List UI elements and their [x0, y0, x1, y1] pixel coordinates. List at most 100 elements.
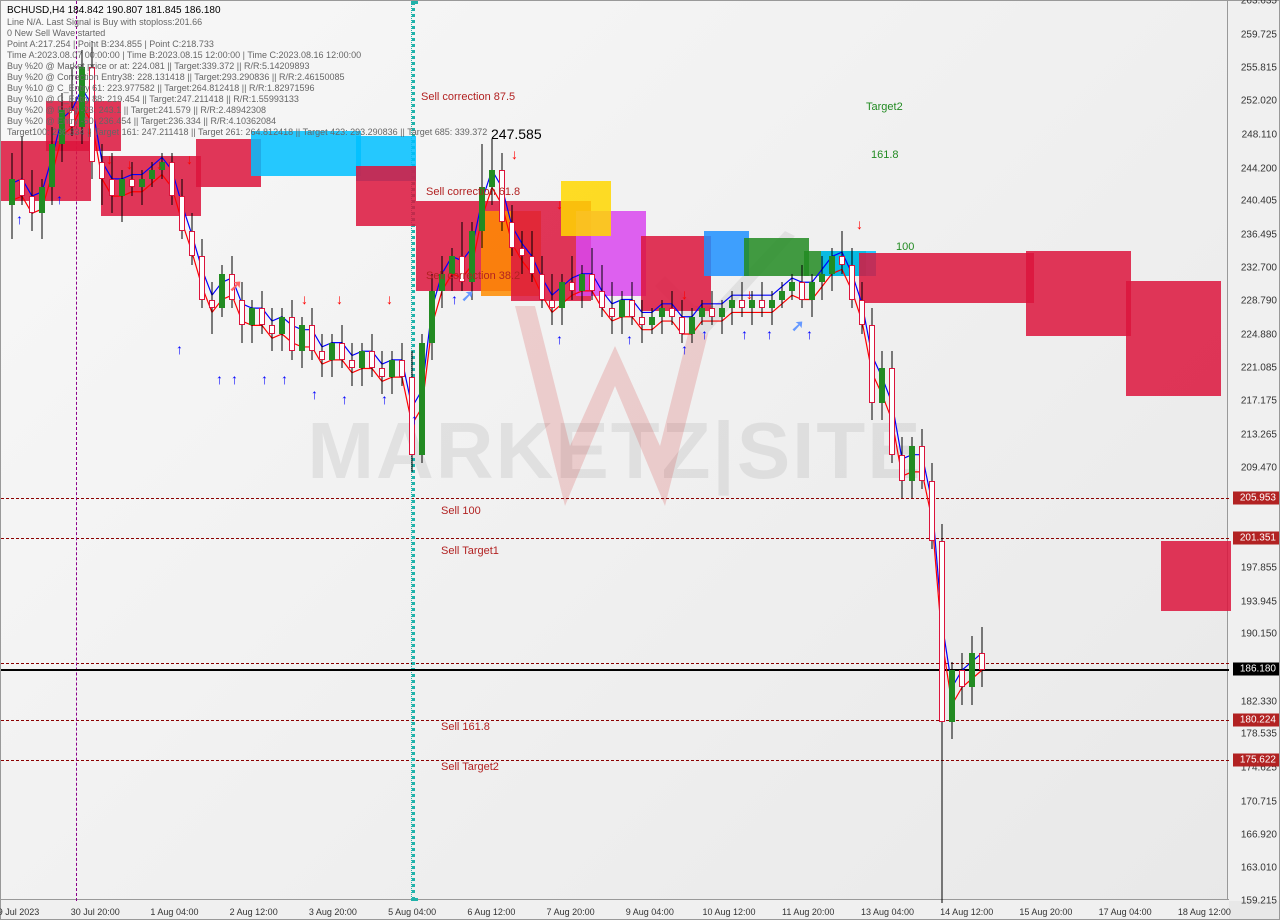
- annotation-label: Sell correction 38.2: [426, 270, 520, 282]
- buy-arrow-icon: ↑: [341, 391, 348, 407]
- buy-arrow-icon: ↑: [176, 341, 183, 357]
- header-info-line: Buy %20 @ Correction Entry38: 228.131418…: [7, 72, 345, 82]
- candle: [969, 636, 975, 705]
- candle: [299, 317, 305, 369]
- candle: [19, 136, 25, 205]
- candle: [699, 300, 705, 326]
- sell-arrow-icon: ↓: [126, 156, 133, 172]
- time-tick: 5 Aug 04:00: [388, 907, 436, 917]
- buy-arrow-icon: ↑: [381, 391, 388, 407]
- candle: [799, 265, 805, 308]
- price-tick: 213.265: [1241, 430, 1277, 441]
- price-tick: 221.085: [1241, 362, 1277, 373]
- buy-arrow-icon: ↑: [681, 341, 688, 357]
- sell-arrow-icon: ↓: [681, 286, 688, 302]
- time-tick: 14 Aug 12:00: [940, 907, 993, 917]
- annotation-label: Sell correction 87.5: [421, 91, 515, 103]
- candle: [569, 256, 575, 299]
- buy-arrow-icon: ↑: [261, 371, 268, 387]
- candle: [679, 300, 685, 343]
- price-tick: 263.635: [1241, 0, 1277, 7]
- buy-arrow-icon: ↑: [451, 291, 458, 307]
- candle: [279, 308, 285, 351]
- candle: [629, 282, 635, 325]
- candle: [349, 343, 355, 386]
- annotation-label: Sell correction 61.8: [426, 186, 520, 198]
- buy-arrow-icon: ↑: [701, 326, 708, 342]
- sell-arrow-icon: ↓: [556, 196, 563, 212]
- price-tick: 163.010: [1241, 863, 1277, 874]
- candle: [359, 343, 365, 386]
- time-tick: 10 Aug 12:00: [703, 907, 756, 917]
- candle: [99, 144, 105, 204]
- buy-arrow-icon: ↑: [311, 386, 318, 402]
- symbol-ohlc: BCHUSD,H4 184.842 190.807 181.845 186.18…: [7, 5, 221, 16]
- annotation-label: 247.585: [491, 126, 542, 142]
- price-tick: 159.215: [1241, 896, 1277, 907]
- candle: [549, 274, 555, 326]
- buy-arrow-icon: ↑: [231, 371, 238, 387]
- candle: [379, 351, 385, 394]
- buy-arrow-icon: ↑: [216, 371, 223, 387]
- header-info-line: Time A:2023.08.07 00:00:00 | Time B:2023…: [7, 50, 361, 60]
- candle: [599, 265, 605, 317]
- price-marker: 201.351: [1233, 531, 1279, 544]
- signal-arrow-icon: ➚: [229, 276, 242, 296]
- sell-arrow-icon: ↓: [856, 216, 863, 232]
- price-tick: 209.470: [1241, 462, 1277, 473]
- buy-arrow-icon: ↑: [741, 326, 748, 342]
- price-tick: 178.535: [1241, 729, 1277, 740]
- candle: [789, 274, 795, 300]
- candle: [979, 627, 985, 687]
- price-tick: 193.945: [1241, 596, 1277, 607]
- candle: [939, 524, 945, 903]
- buy-arrow-icon: ↑: [16, 211, 23, 227]
- chart-area[interactable]: MARKETZ|SITE BCHUSD,H4 184.842 190.807 1…: [1, 1, 1229, 901]
- price-tick: 182.330: [1241, 696, 1277, 707]
- time-tick: 7 Aug 20:00: [547, 907, 595, 917]
- chart-container: MARKETZ|SITE BCHUSD,H4 184.842 190.807 1…: [0, 0, 1280, 920]
- candle: [419, 334, 425, 463]
- candle: [9, 153, 15, 239]
- time-tick: 30 Jul 20:00: [71, 907, 120, 917]
- sell-arrow-icon: ↓: [511, 146, 518, 162]
- candle: [339, 325, 345, 368]
- candle: [689, 308, 695, 342]
- candle: [199, 239, 205, 308]
- price-tick: 217.175: [1241, 396, 1277, 407]
- candle: [619, 291, 625, 334]
- time-axis: 29 Jul 202330 Jul 20:001 Aug 04:002 Aug …: [1, 899, 1229, 919]
- candle: [729, 291, 735, 325]
- candle: [529, 231, 535, 283]
- candle: [909, 437, 915, 497]
- price-tick: 252.020: [1241, 96, 1277, 107]
- price-tick: 236.495: [1241, 229, 1277, 240]
- candle: [709, 291, 715, 325]
- candle: [769, 291, 775, 325]
- buy-arrow-icon: ↑: [56, 191, 63, 207]
- buy-arrow-icon: ↑: [806, 326, 813, 342]
- time-tick: 3 Aug 20:00: [309, 907, 357, 917]
- candle: [439, 256, 445, 308]
- time-tick: 17 Aug 04:00: [1099, 907, 1152, 917]
- candle: [249, 300, 255, 343]
- price-tick: 197.855: [1241, 562, 1277, 573]
- price-tick: 240.405: [1241, 196, 1277, 207]
- sell-arrow-icon: ↓: [386, 291, 393, 307]
- buy-arrow-icon: ↑: [411, 411, 418, 427]
- annotation-label: 161.8: [871, 149, 899, 161]
- candle: [369, 334, 375, 377]
- annotation-label: Sell 161.8: [441, 721, 490, 733]
- price-axis: 263.635259.725255.815252.020248.110244.2…: [1227, 1, 1279, 901]
- time-tick: 1 Aug 04:00: [150, 907, 198, 917]
- candle: [879, 351, 885, 420]
- time-tick: 9 Aug 04:00: [626, 907, 674, 917]
- candle: [219, 265, 225, 317]
- candle: [589, 248, 595, 300]
- candle: [179, 179, 185, 239]
- candle: [859, 282, 865, 334]
- time-tick: 29 Jul 2023: [0, 907, 39, 917]
- header-info-line: Buy %20 @ Entry -50: 236.454 || Target:2…: [7, 116, 276, 126]
- price-tick: 244.200: [1241, 163, 1277, 174]
- buy-arrow-icon: ↑: [766, 326, 773, 342]
